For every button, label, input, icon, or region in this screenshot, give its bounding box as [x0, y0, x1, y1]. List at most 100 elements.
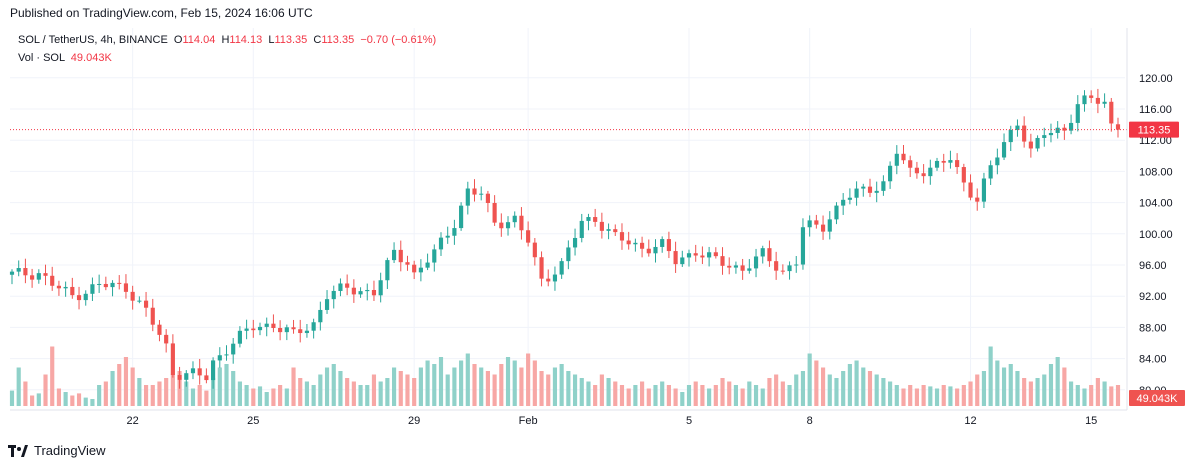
volume-bar — [365, 385, 370, 406]
candle-body — [1048, 132, 1054, 136]
candle-body — [988, 165, 993, 179]
volume-bar — [774, 374, 779, 406]
candle-body — [338, 283, 343, 291]
candle-body — [97, 283, 102, 285]
volume-bar — [1048, 364, 1054, 406]
candle-body — [244, 328, 249, 331]
axis-tags: 113.35 49.043K — [1129, 121, 1185, 406]
candle-body — [666, 239, 671, 252]
volume-bar — [9, 390, 15, 406]
candle-body — [874, 190, 879, 193]
candle-body — [251, 328, 256, 331]
candle-body — [660, 239, 665, 247]
volume-bar — [975, 374, 980, 406]
volume-bar — [311, 385, 316, 406]
candle-body — [499, 222, 504, 229]
volume-bar — [345, 378, 350, 406]
volume-bar — [847, 364, 852, 406]
volume-bar — [834, 378, 839, 406]
candle-body — [908, 160, 913, 168]
tradingview-footer[interactable]: TradingView — [8, 443, 106, 458]
volume-bar — [867, 371, 873, 406]
candle-body — [1062, 127, 1067, 131]
candle-body — [1001, 142, 1007, 158]
candle-body — [204, 375, 209, 381]
candle-body — [733, 265, 739, 268]
candle-body — [901, 153, 906, 161]
candle-body — [405, 262, 410, 265]
low-label: L — [268, 34, 275, 46]
volume-bar — [767, 378, 772, 406]
volume-bar — [43, 374, 48, 406]
volume-bar — [405, 374, 410, 406]
candle-body — [593, 217, 598, 222]
volume-bar — [1075, 385, 1080, 406]
candle-body — [1028, 141, 1033, 149]
candle-body — [599, 221, 604, 231]
candle-body — [774, 261, 779, 271]
candle-body — [1102, 101, 1107, 104]
volume-bar — [787, 385, 792, 406]
volume-bar — [619, 385, 625, 406]
candle-body — [566, 247, 571, 262]
candle-body — [686, 253, 692, 258]
candle-body — [814, 220, 819, 225]
volume-bar — [579, 378, 584, 406]
candle-body — [955, 160, 960, 168]
volume-bar — [284, 388, 289, 406]
x-tick-label: 22 — [127, 415, 139, 427]
candle-body — [626, 240, 631, 245]
volume-bar — [827, 374, 832, 406]
volume-bar — [318, 374, 323, 406]
candle-body — [1115, 124, 1121, 130]
x-tick-label: 12 — [964, 415, 976, 427]
volume-bar — [593, 385, 598, 406]
volume-bar — [499, 364, 504, 406]
volume-bar — [640, 381, 645, 406]
candle-body — [304, 330, 310, 334]
volume-bar — [512, 360, 517, 406]
open-label: O — [173, 34, 183, 46]
volume-bar — [914, 388, 919, 406]
close-label: C — [313, 34, 322, 46]
candle-body — [418, 267, 423, 273]
x-tick-label: 8 — [807, 415, 813, 427]
volume-bar — [338, 371, 343, 406]
volume-bar — [747, 381, 752, 406]
candle-body — [800, 227, 806, 265]
volume-bar — [753, 385, 759, 406]
volume-bar — [83, 397, 88, 406]
volume-bar — [385, 378, 390, 406]
candle-body — [425, 262, 430, 268]
volume-bar — [97, 385, 102, 406]
candle-body — [1075, 104, 1080, 123]
candle-body — [445, 235, 450, 238]
volume-bars — [9, 346, 1121, 406]
y-tick-label: 104.00 — [1139, 198, 1173, 210]
volume-bar — [707, 388, 712, 406]
volume-bar — [217, 367, 222, 406]
candle-body — [1055, 127, 1060, 133]
volume-bar — [16, 367, 21, 406]
candle-body — [928, 167, 933, 177]
y-tick-label: 92.00 — [1139, 291, 1167, 303]
volume-bar — [894, 385, 899, 406]
y-tick-label: 116.00 — [1139, 104, 1172, 116]
candle-body — [740, 265, 745, 271]
volume-bar — [251, 388, 256, 406]
volume-bar — [1102, 381, 1107, 406]
volume-bar — [1095, 378, 1100, 406]
volume-bar — [1015, 371, 1020, 406]
candle-body — [16, 268, 21, 272]
candle-body — [438, 237, 444, 250]
candle-body — [452, 228, 457, 236]
y-tick-label: 120.00 — [1139, 73, 1173, 85]
candle-body — [324, 299, 330, 310]
volume-bar — [1109, 386, 1114, 406]
candle-body — [1022, 125, 1027, 142]
volume-bar — [599, 374, 604, 406]
candle-body — [713, 252, 718, 257]
y-tick-label: 100.00 — [1139, 229, 1173, 241]
volume-bar — [23, 381, 28, 406]
